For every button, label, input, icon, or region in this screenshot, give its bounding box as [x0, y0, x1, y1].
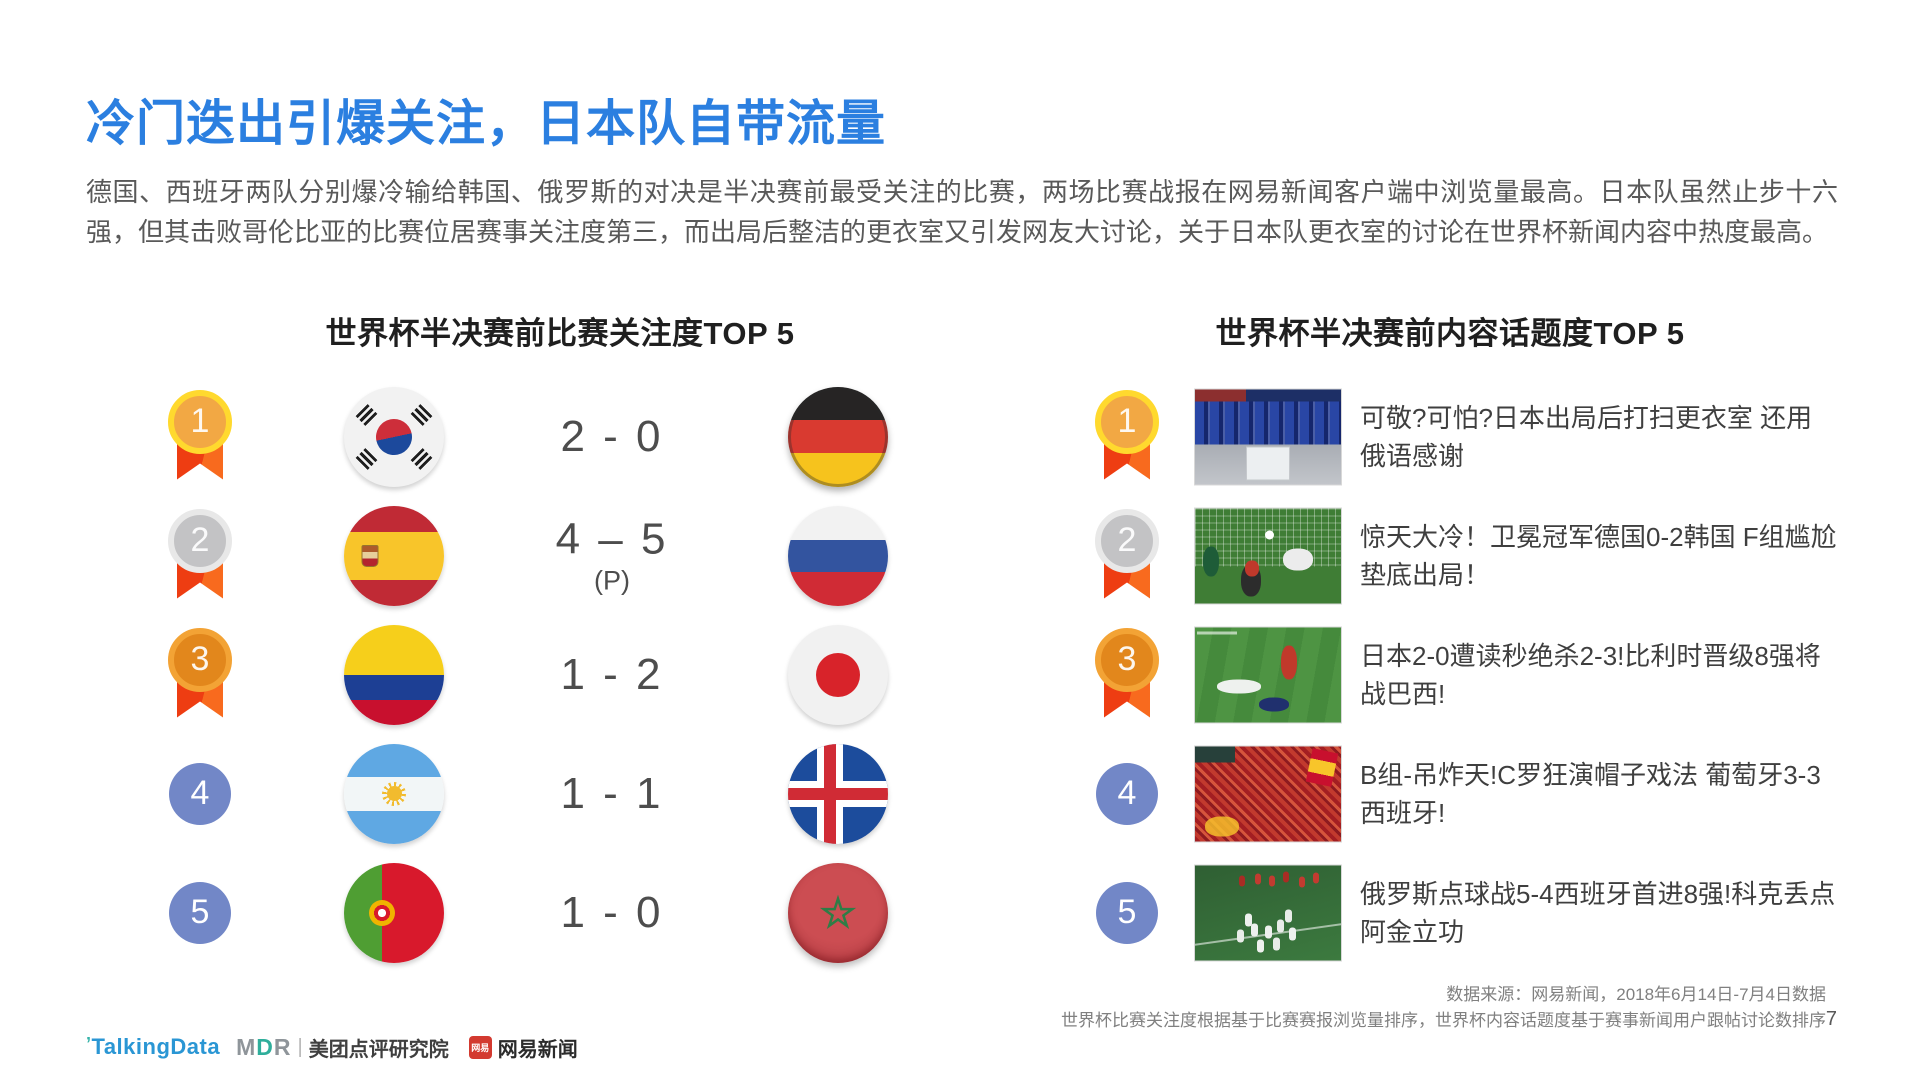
data-source-note: 数据来源：网易新闻，2018年6月14日-7月4日数据 世界杯比赛关注度根据基于… [1061, 982, 1826, 1034]
source-line-2: 世界杯比赛关注度根据基于比赛赛报浏览量排序，世界杯内容话题度基于赛事新闻用户跟帖… [1061, 1011, 1826, 1030]
meituan-institute-label: 美团点评研究院 [308, 1038, 449, 1061]
match-score: 1 - 0 [560, 887, 664, 937]
rank-3-row: 3 1 - 2 3 日本2-0遭读秒绝杀2-3!比利时晋级8强将战巴西! [0, 615, 1921, 734]
news-headline: 惊天大冷！卫冕冠军德国0-2韩国 F组尴尬垫底出局！ [1360, 521, 1837, 590]
rank-1-row: 1 2 - 0 1 可敬?可怕?日本出局后打扫更衣室 还用俄语感谢 [0, 377, 1921, 496]
japan-locker-room-photo [1194, 388, 1342, 485]
bronze-medal-icon: 3 [1095, 627, 1159, 722]
page-title: 冷门迭出引爆关注，日本队自带流量 [86, 97, 887, 151]
rank-number: 2 [1095, 508, 1159, 573]
rank-2-row: 2 4 – 5 (P) 2 [0, 496, 1921, 615]
portugal-flag-icon [344, 862, 444, 963]
colombia-flag-icon [344, 624, 444, 725]
argentina-flag-icon [344, 743, 444, 844]
rank-number: 3 [168, 627, 232, 692]
rank-number: 1 [1095, 389, 1159, 454]
rank-4-badge: 4 [169, 762, 231, 825]
rank-5-badge: 5 [1096, 881, 1158, 944]
news-headline: 日本2-0遭读秒绝杀2-3!比利时晋级8强将战巴西! [1360, 640, 1821, 709]
russia-spain-celebration-photo [1194, 864, 1342, 961]
match-score: 2 - 0 [560, 411, 664, 461]
rank-5-badge: 5 [169, 881, 231, 944]
netease-logo-icon: 网易 [468, 1035, 492, 1059]
rank-5-row: 5 1 - 0 5 俄罗斯点球战5-4西班牙首进8强!科克丢 [0, 853, 1921, 972]
pentagram-star-icon [819, 894, 857, 929]
news-headline: 可敬?可怕?日本出局后打扫更衣室 还用俄语感谢 [1360, 402, 1813, 471]
japan-flag-icon [788, 624, 888, 725]
rank-number: 3 [1095, 627, 1159, 692]
page-number: 7 [1825, 1008, 1837, 1030]
footer-logos: ’TalkingData MDR | 美团点评研究院 网易 网易新闻 [86, 1030, 578, 1064]
portugal-spain-crowd-photo [1194, 745, 1342, 842]
russia-flag-icon [788, 505, 888, 606]
rank-4-row: 4 1 - 1 4 B组-吊炸天!C罗狂演帽子戏法 葡萄牙3-3西班牙! [0, 734, 1921, 853]
silver-medal-icon: 2 [1095, 508, 1159, 603]
gold-medal-icon: 1 [1095, 389, 1159, 484]
rank-number: 2 [168, 508, 232, 573]
left-panel-title: 世界杯半决赛前比赛关注度TOP 5 [325, 316, 795, 351]
news-headline: 俄罗斯点球战5-4西班牙首进8强!科克丢点阿金立功 [1360, 878, 1836, 947]
rank-4-badge: 4 [1096, 762, 1158, 825]
rank-number: 1 [168, 389, 232, 454]
germany-korea-goal-photo [1194, 507, 1342, 604]
right-panel-title: 世界杯半决赛前内容话题度TOP 5 [1215, 316, 1685, 351]
match-score: 4 – 5 (P) [555, 514, 669, 596]
news-headline: B组-吊炸天!C罗狂演帽子戏法 葡萄牙3-3西班牙! [1360, 759, 1821, 828]
iceland-flag-icon [788, 743, 888, 844]
south-korea-flag-icon [344, 386, 444, 487]
gold-medal-icon: 1 [168, 389, 232, 484]
intro-paragraph: 德国、西班牙两队分别爆冷输给韩国、俄罗斯的对决是半决赛前最受关注的比赛，两场比赛… [86, 177, 1838, 247]
penalty-note: (P) [594, 565, 630, 596]
morocco-flag-icon [788, 862, 888, 963]
spain-flag-icon [344, 505, 444, 606]
match-score: 1 - 1 [560, 768, 664, 818]
top5-rows: 1 2 - 0 1 可敬?可怕?日本出局后打扫更衣室 还用俄语感谢 [0, 377, 1921, 972]
match-score: 1 - 2 [560, 649, 664, 699]
talkingdata-logo: ’TalkingData [86, 1034, 221, 1059]
bronze-medal-icon: 3 [168, 627, 232, 722]
japan-belgium-pitch-photo [1194, 626, 1342, 723]
source-line-1: 数据来源：网易新闻，2018年6月14日-7月4日数据 [1446, 985, 1826, 1004]
talkingdata-tick: ’ [86, 1034, 92, 1054]
netease-news-label: 网易新闻 [497, 1038, 578, 1061]
logo-divider: | [297, 1035, 303, 1058]
mdr-logo: MDR [236, 1033, 292, 1060]
germany-flag-icon [788, 386, 888, 487]
silver-medal-icon: 2 [168, 508, 232, 603]
